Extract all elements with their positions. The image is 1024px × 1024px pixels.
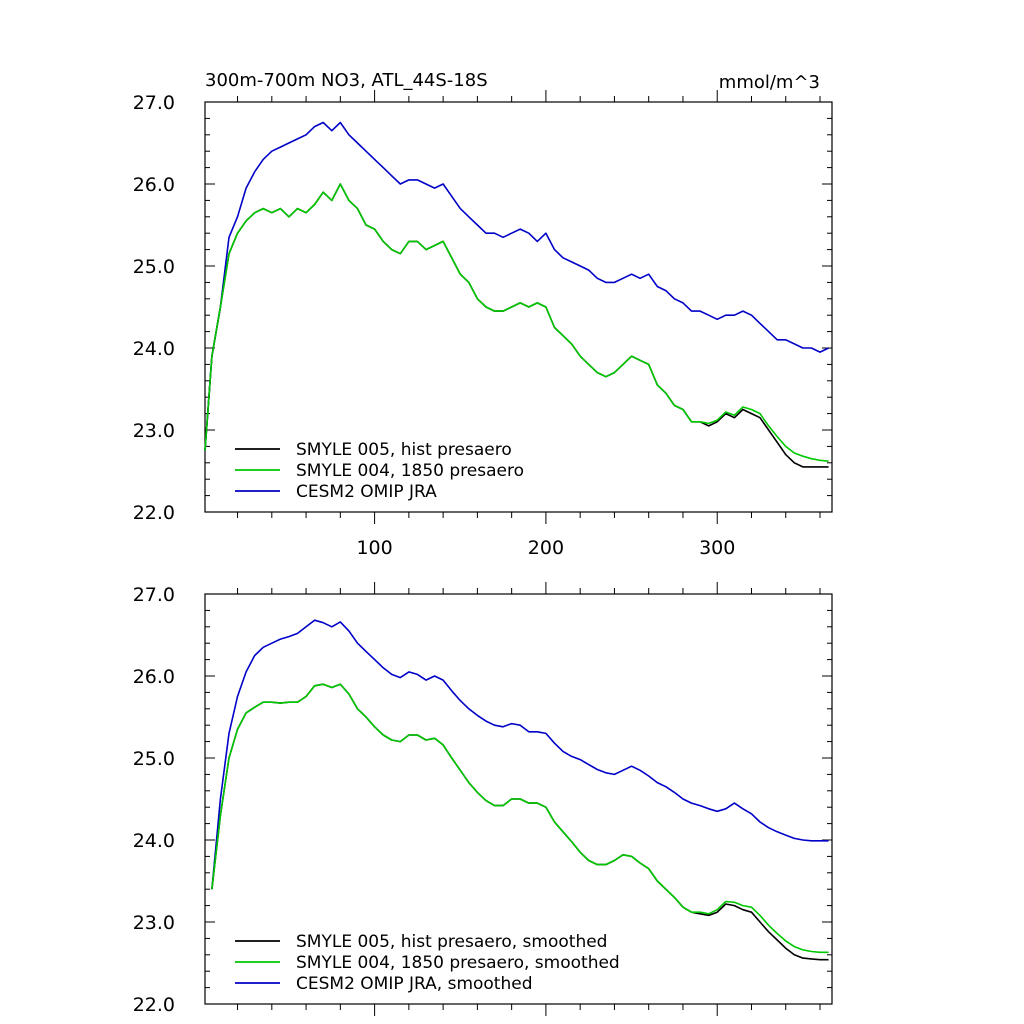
series-line-2 [204,183,829,462]
y-tick-label: 26.0 [133,174,175,196]
series-line-1 [204,183,829,468]
y-tick-label: 27.0 [133,92,175,114]
y-tick-label: 24.0 [133,338,175,360]
top-panel: 22.0 23.0 24.0 25.0 26.0 27.0 100 200 300 SMYLE 0… [133,90,833,559]
legend-label: CESM2 OMIP JRA, smoothed [296,974,533,994]
y-tick-label: 23.0 [133,420,175,442]
x-tick-label: 200 [528,537,564,559]
legend-label: CESM2 OMIP JRA [296,482,437,502]
plot-frame [204,593,833,1005]
y-tick-label: 22.0 [133,502,175,524]
legend-label: SMYLE 005, hist presaero, smoothed [296,932,607,952]
y-tick-label: 24.0 [133,830,175,852]
chart-title: 300m-700m NO3, ATL_44S-18S [205,70,488,91]
legend-label: SMYLE 004, 1850 presaero [296,461,524,481]
y-tick-label: 25.0 [133,748,175,770]
bottom-panel: 22.0 23.0 24.0 25.0 26.0 27.0 SMYLE 005, hist … [133,582,833,1016]
plot-frame [204,101,833,513]
legend-label: SMYLE 004, 1850 presaero, smoothed [296,953,620,973]
legend-label: SMYLE 005, hist presaero [296,440,512,460]
y-tick-label: 23.0 [133,912,175,934]
y-tick-label: 26.0 [133,666,175,688]
y-tick-label: 22.0 [133,994,175,1016]
x-tick-label: 100 [356,537,392,559]
y-tick-label: 27.0 [133,584,175,606]
units-label: mmol/m^3 [719,72,820,93]
y-tick-label: 25.0 [133,256,175,278]
x-tick-label: 300 [699,537,735,559]
series-line-2 [211,683,829,954]
series-line-3 [211,619,829,890]
series-line-3 [204,121,829,451]
